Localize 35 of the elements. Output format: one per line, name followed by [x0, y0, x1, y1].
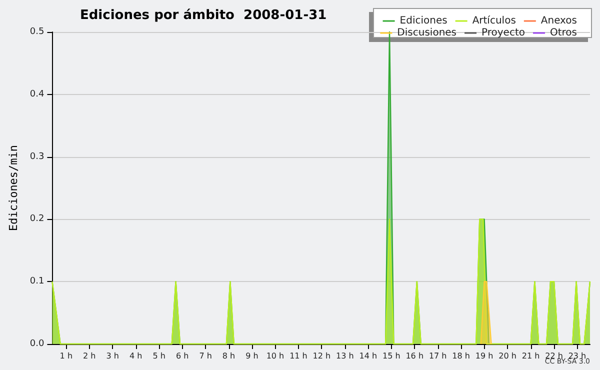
y-tick-label: 0.5: [30, 27, 44, 37]
y-axis-title: Ediciones/min: [7, 144, 20, 232]
x-tick-label: 10 h: [266, 352, 284, 360]
x-tick-label: 5 h: [152, 352, 166, 360]
x-tick-label: 15 h: [382, 352, 400, 360]
x-tick-label: 13 h: [336, 352, 354, 360]
x-tick-label: 11 h: [290, 352, 308, 360]
legend-label: Proyecto: [482, 28, 525, 38]
x-tick-label: 19 h: [475, 352, 494, 360]
legend-label: Otros: [550, 28, 578, 38]
x-tick-label: 9 h: [246, 352, 258, 360]
x-tick-label: 7 h: [199, 352, 212, 360]
x-tick-label: 4 h: [129, 352, 142, 360]
x-tick-label: 20 h: [498, 352, 516, 360]
x-tick-label: 3 h: [106, 352, 119, 360]
x-tick-label: 2 h: [83, 352, 96, 360]
x-tick-label: 18 h: [452, 352, 470, 360]
y-tick-label: 0.2: [30, 214, 44, 224]
x-tick-label: 8 h: [222, 352, 236, 360]
chart-title: Ediciones por ámbito 2008-01-31: [80, 8, 327, 23]
x-tick-label: 14 h: [359, 352, 378, 360]
x-tick-label: 21 h: [522, 352, 540, 360]
legend-label: Anexos: [540, 16, 577, 26]
x-tick-label: 1 h: [60, 352, 73, 360]
legend-label: Artículos: [472, 16, 516, 26]
x-tick-label: 16 h: [406, 352, 424, 360]
y-tick-label: 0.0: [30, 339, 44, 349]
x-tick-label: 12 h: [312, 352, 331, 360]
legend-label: Ediciones: [400, 16, 448, 26]
x-tick-label: 6 h: [176, 352, 189, 360]
x-tick-label: 17 h: [428, 352, 447, 360]
y-tick-label: 0.4: [30, 89, 44, 100]
y-tick-label: 0.1: [30, 276, 44, 287]
legend-label: Discusiones: [397, 28, 457, 38]
y-tick-label: 0.3: [30, 152, 44, 162]
